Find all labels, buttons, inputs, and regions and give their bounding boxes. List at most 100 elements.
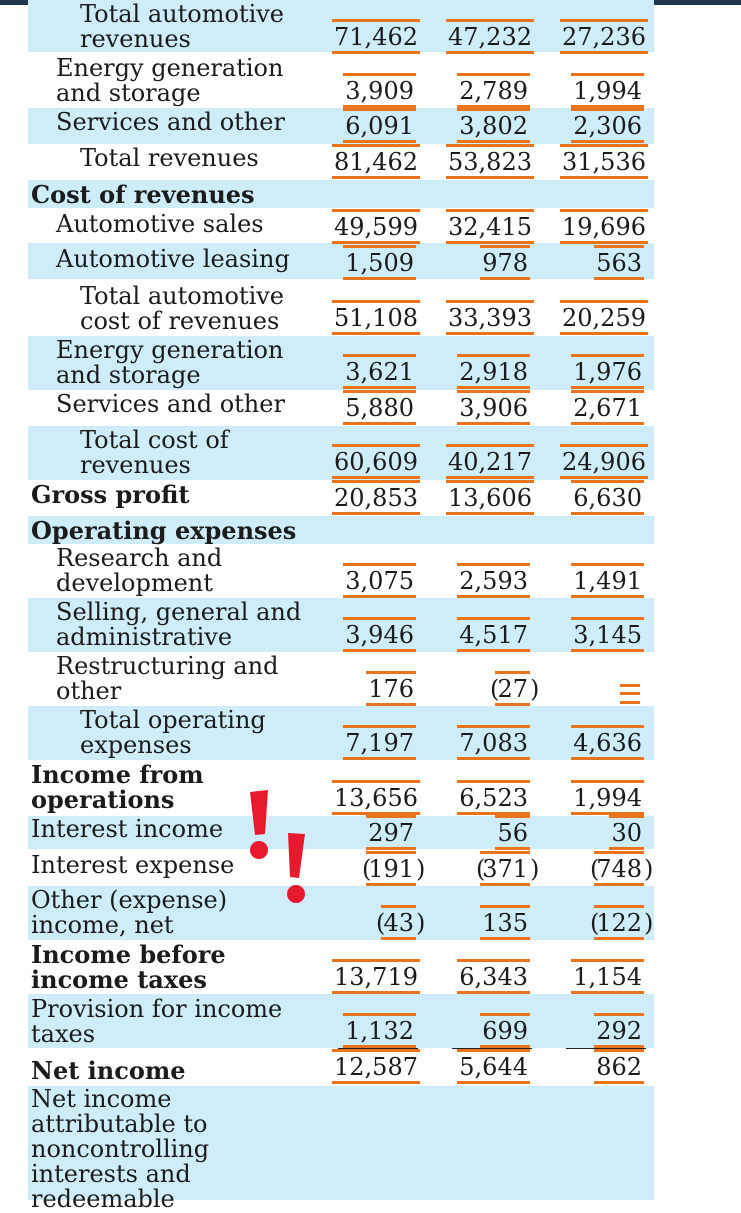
row-label: Interest income <box>31 815 224 843</box>
row-band <box>28 243 654 279</box>
row-label: Services and other <box>56 108 285 136</box>
value-2021: 47,232 <box>446 19 534 54</box>
paren-close: ) <box>416 909 426 937</box>
paren-open: ( <box>590 855 600 883</box>
value-2021: 5,644 <box>457 1049 530 1084</box>
row-label: Energy generation and storage <box>56 336 284 389</box>
value-2020: 30 <box>609 815 644 850</box>
row-label: Restructuring and other <box>56 652 279 705</box>
row-label: Total automotive revenues <box>80 0 284 53</box>
paren-open: ( <box>490 675 500 703</box>
dash-highlight <box>620 701 640 704</box>
value-2022: 43 <box>381 905 416 940</box>
row-label: Total operating expenses <box>80 706 266 759</box>
subtotal-rule <box>452 1048 532 1049</box>
value-2021: 6,343 <box>457 959 530 994</box>
value-2020: 122 <box>594 905 644 940</box>
value-2021: 53,823 <box>446 144 534 179</box>
row-band <box>28 516 654 544</box>
value-2020: 1,976 <box>571 354 644 389</box>
value-2020: 20,259 <box>560 300 648 335</box>
paren-close: ) <box>416 855 426 883</box>
value-2021: 4,517 <box>457 617 530 652</box>
row-band <box>28 994 654 1048</box>
value-2021: 2,593 <box>457 563 530 598</box>
value-2021: 6,523 <box>457 780 530 815</box>
value-2020: 24,906 <box>560 444 648 479</box>
row-band <box>28 816 654 849</box>
value-2020: 292 <box>594 1013 644 1048</box>
value-2021: 13,606 <box>446 480 534 515</box>
row-band <box>28 0 654 52</box>
value-2020: 748 <box>594 851 644 886</box>
value-2020: — <box>562 676 642 702</box>
value-2020: 2,671 <box>571 390 644 425</box>
row-label: Services and other <box>56 390 285 418</box>
value-2022: 81,462 <box>332 144 420 179</box>
value-2021: 699 <box>480 1013 530 1048</box>
row-label: Total cost of revenues <box>80 426 229 479</box>
value-2021: 27 <box>495 671 530 706</box>
subtotal-rule <box>338 1048 418 1049</box>
paren-open: ( <box>376 909 386 937</box>
value-2020: 2,306 <box>571 108 644 143</box>
row-band <box>28 598 654 652</box>
value-2022: 13,656 <box>332 780 420 815</box>
paren-close: ) <box>530 855 540 883</box>
value-2020: 1,154 <box>571 959 644 994</box>
value-2022: 13,719 <box>332 959 420 994</box>
value-2021: 978 <box>480 245 530 280</box>
value-2022: 71,462 <box>332 19 420 54</box>
value-2020: 1,994 <box>571 780 644 815</box>
row-label: Provision for income taxes <box>31 995 283 1048</box>
row-label: Automotive sales <box>56 210 264 238</box>
value-2022: 1,509 <box>343 245 416 280</box>
row-label: Gross profit <box>31 480 190 509</box>
value-2021: 7,083 <box>457 725 530 760</box>
value-2021: 32,415 <box>446 209 534 244</box>
row-band <box>28 886 654 940</box>
subtotal-rule <box>566 1048 646 1049</box>
value-2020: 862 <box>594 1049 644 1084</box>
value-2022: 5,880 <box>343 390 416 425</box>
value-2021: 33,393 <box>446 300 534 335</box>
dash-mark <box>620 692 640 695</box>
value-2022: 1,132 <box>343 1013 416 1048</box>
value-2020: 19,696 <box>560 209 648 244</box>
row-label: Selling, general and administrative <box>56 598 302 651</box>
row-label: Cost of revenues <box>31 180 255 209</box>
value-2020: 1,491 <box>571 563 644 598</box>
value-2022: 3,946 <box>343 617 416 652</box>
value-2022: 297 <box>366 815 416 850</box>
value-2022: 12,587 <box>332 1049 420 1084</box>
row-label: Total revenues <box>80 144 259 172</box>
row-label: Net income attributable to noncontrollin… <box>31 1085 210 1213</box>
row-band <box>28 1086 654 1200</box>
paren-open: ( <box>590 909 600 937</box>
row-label: Total automotive cost of revenues <box>80 282 284 335</box>
row-label: Operating expenses <box>31 516 297 545</box>
row-band <box>28 706 654 760</box>
value-2021: 2,789 <box>457 73 530 108</box>
value-2022: 6,091 <box>343 108 416 143</box>
row-label: Other (expense) income, net <box>31 886 228 939</box>
value-2020: 6,630 <box>571 480 644 515</box>
dash-highlight <box>620 684 640 687</box>
value-2020: 3,145 <box>571 617 644 652</box>
paren-close: ) <box>644 909 654 937</box>
row-band <box>28 180 654 208</box>
value-2021: 3,802 <box>457 108 530 143</box>
value-2020: 27,236 <box>560 19 648 54</box>
paren-open: ( <box>362 855 372 883</box>
value-2022: 191 <box>366 851 416 886</box>
value-2021: 135 <box>480 905 530 940</box>
value-2020: 1,994 <box>571 73 644 108</box>
value-2021: 40,217 <box>446 444 534 479</box>
exclamation-icon <box>287 833 305 903</box>
exclamation-icon <box>250 790 268 859</box>
value-2021: 371 <box>480 851 530 886</box>
value-2020: 4,636 <box>571 725 644 760</box>
value-2021: 56 <box>495 815 530 850</box>
value-2022: 7,197 <box>343 725 416 760</box>
row-label: Income before income taxes <box>31 940 226 994</box>
